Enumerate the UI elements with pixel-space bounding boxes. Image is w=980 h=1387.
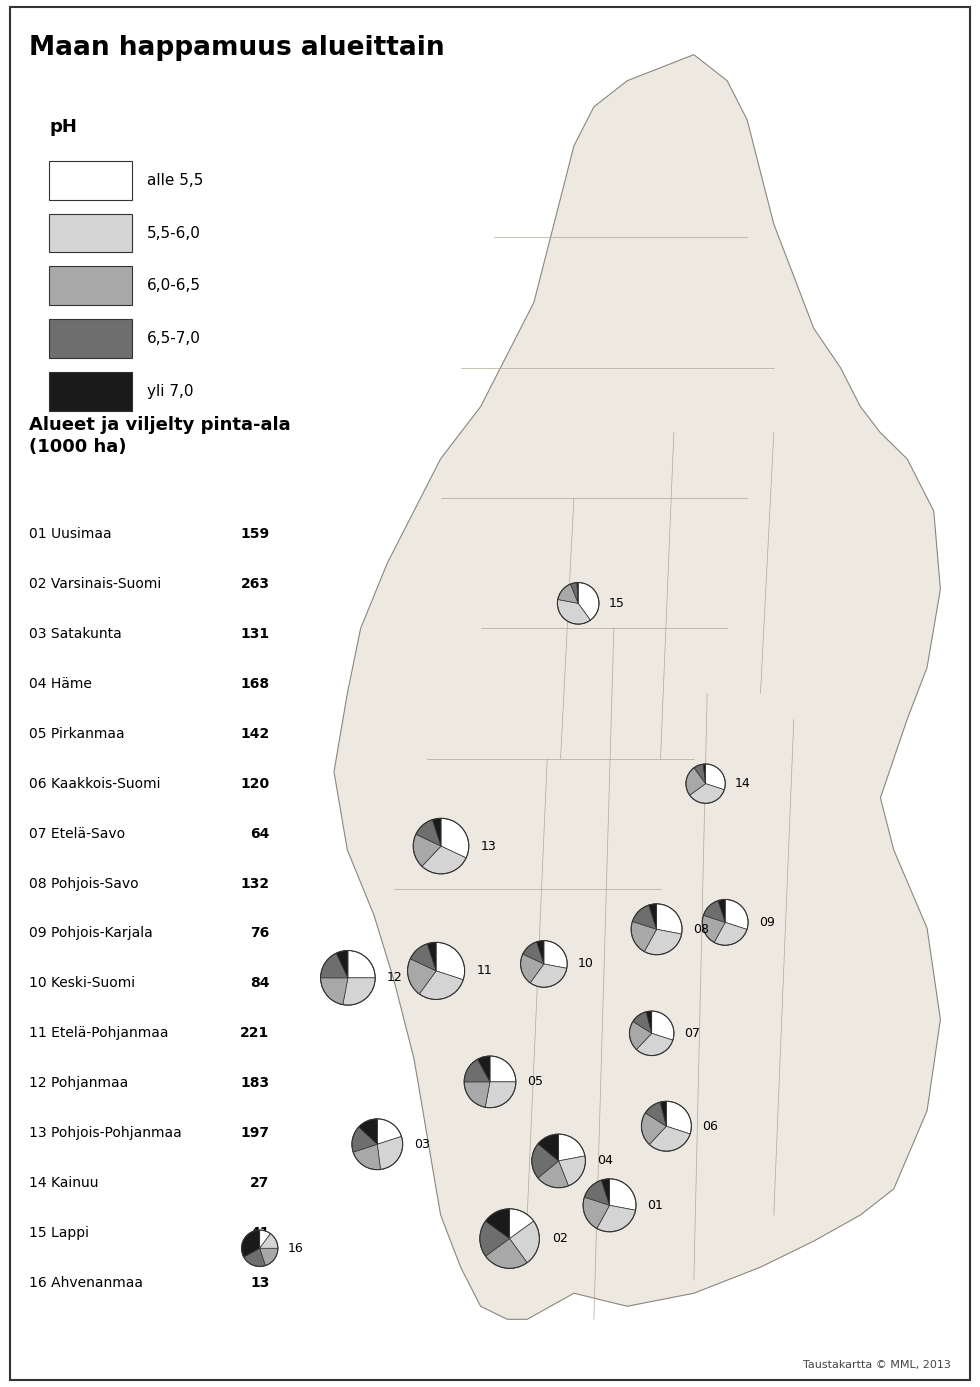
Text: 16: 16 (287, 1241, 303, 1255)
Text: 03 Satakunta: 03 Satakunta (29, 627, 122, 641)
Text: 142: 142 (240, 727, 270, 741)
FancyBboxPatch shape (49, 266, 132, 305)
Text: 132: 132 (240, 877, 270, 890)
Text: 05: 05 (527, 1075, 543, 1089)
Text: 168: 168 (240, 677, 270, 691)
Text: 10 Keski-Suomi: 10 Keski-Suomi (29, 976, 135, 990)
Text: 197: 197 (240, 1126, 270, 1140)
Text: alle 5,5: alle 5,5 (147, 173, 204, 187)
Text: 84: 84 (250, 976, 270, 990)
Text: 183: 183 (240, 1076, 270, 1090)
Text: 07: 07 (684, 1026, 701, 1040)
Text: 41: 41 (250, 1226, 270, 1240)
Text: 221: 221 (240, 1026, 270, 1040)
Text: 131: 131 (240, 627, 270, 641)
Text: 10: 10 (578, 957, 594, 971)
Text: 02: 02 (552, 1232, 567, 1246)
Text: 13 Pohjois-Pohjanmaa: 13 Pohjois-Pohjanmaa (29, 1126, 182, 1140)
Text: 04 Häme: 04 Häme (29, 677, 92, 691)
Text: 01 Uusimaa: 01 Uusimaa (29, 527, 112, 541)
Text: 15 Lappi: 15 Lappi (29, 1226, 89, 1240)
Text: 05 Pirkanmaa: 05 Pirkanmaa (29, 727, 125, 741)
Text: 06 Kaakkois-Suomi: 06 Kaakkois-Suomi (29, 777, 161, 791)
Text: 12: 12 (387, 971, 403, 985)
Text: Maan happamuus alueittain: Maan happamuus alueittain (29, 35, 445, 61)
Text: 14 Kainuu: 14 Kainuu (29, 1176, 99, 1190)
Text: 13: 13 (250, 1276, 270, 1290)
Text: 08: 08 (693, 922, 710, 936)
FancyBboxPatch shape (49, 319, 132, 358)
Text: 27: 27 (250, 1176, 270, 1190)
Text: 76: 76 (250, 927, 270, 940)
FancyBboxPatch shape (49, 161, 132, 200)
Text: 03: 03 (414, 1137, 430, 1151)
Text: 5,5-6,0: 5,5-6,0 (147, 226, 201, 240)
FancyBboxPatch shape (49, 214, 132, 252)
Text: yli 7,0: yli 7,0 (147, 384, 193, 398)
Text: Alueet ja viljelty pinta-ala
(1000 ha): Alueet ja viljelty pinta-ala (1000 ha) (29, 416, 291, 456)
Text: 16 Ahvenanmaa: 16 Ahvenanmaa (29, 1276, 143, 1290)
Text: 07 Etelä-Savo: 07 Etelä-Savo (29, 827, 125, 841)
Text: 09 Pohjois-Karjala: 09 Pohjois-Karjala (29, 927, 153, 940)
Text: 6,0-6,5: 6,0-6,5 (147, 279, 201, 293)
Text: 01: 01 (648, 1198, 663, 1212)
Text: 263: 263 (240, 577, 270, 591)
Text: 159: 159 (240, 527, 270, 541)
Text: 11 Etelä-Pohjanmaa: 11 Etelä-Pohjanmaa (29, 1026, 169, 1040)
Text: 04: 04 (597, 1154, 612, 1168)
Text: 09: 09 (759, 915, 774, 929)
Text: 13: 13 (480, 839, 497, 853)
Text: 08 Pohjois-Savo: 08 Pohjois-Savo (29, 877, 139, 890)
Text: 15: 15 (610, 596, 625, 610)
Text: 120: 120 (240, 777, 270, 791)
Polygon shape (334, 54, 941, 1319)
Text: 64: 64 (250, 827, 270, 841)
Text: pH: pH (49, 118, 76, 136)
Text: Taustakartta © MML, 2013: Taustakartta © MML, 2013 (803, 1361, 951, 1370)
Text: 06: 06 (703, 1119, 718, 1133)
FancyBboxPatch shape (49, 372, 132, 411)
Text: 6,5-7,0: 6,5-7,0 (147, 331, 201, 345)
Text: 14: 14 (735, 777, 751, 791)
Text: 12 Pohjanmaa: 12 Pohjanmaa (29, 1076, 128, 1090)
Text: 11: 11 (476, 964, 492, 978)
Text: 02 Varsinais-Suomi: 02 Varsinais-Suomi (29, 577, 162, 591)
